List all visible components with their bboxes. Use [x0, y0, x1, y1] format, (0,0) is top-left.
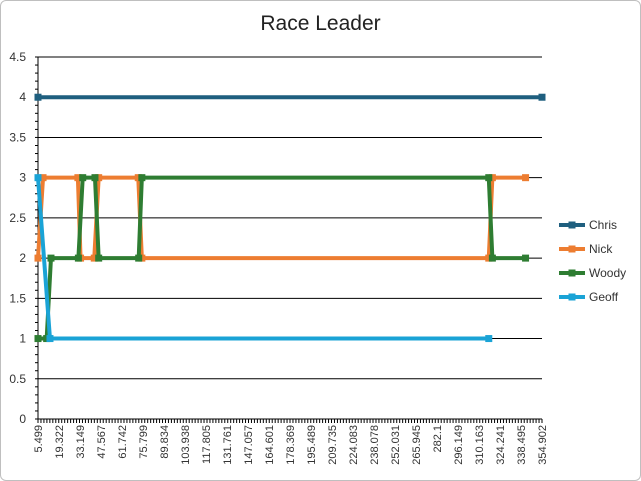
x-tick-label: 103.938 [180, 425, 192, 465]
x-tick-label: 19.322 [54, 425, 66, 459]
data-point-woody [34, 335, 42, 343]
y-tick-label: 0 [19, 412, 26, 426]
data-point-nick [90, 254, 98, 262]
y-tick-label: 3.5 [9, 130, 26, 144]
y-tick-label: 1 [19, 332, 26, 346]
y-tick-label: 4.5 [9, 50, 26, 64]
x-tick-label: 224.083 [348, 425, 360, 465]
legend: Chris Nick Woody Geoff [559, 218, 626, 304]
x-tick-label: 265.945 [411, 425, 423, 465]
legend-marker-nick [568, 245, 576, 253]
data-point-woody [47, 254, 55, 262]
data-point-woody [138, 174, 146, 182]
data-point-nick [134, 174, 142, 182]
data-point-geoff [46, 335, 54, 343]
x-tick-label: 164.601 [264, 425, 276, 465]
data-point-nick [95, 174, 103, 182]
x-tick-label: 75.799 [138, 425, 150, 459]
x-tick-label: 296.149 [453, 425, 465, 465]
data-point-nick [488, 174, 496, 182]
grid-layer [38, 56, 542, 380]
data-point-woody [522, 254, 530, 262]
y-tick-label: 2 [19, 251, 26, 265]
x-tick-label: 89.834 [159, 425, 171, 459]
legend-marker-woody [568, 269, 576, 277]
data-point-woody [79, 174, 87, 182]
data-point-woody [74, 254, 82, 262]
data-point-nick [74, 174, 82, 182]
y-tick-label: 4 [19, 90, 26, 104]
x-tick-label: 252.031 [390, 425, 402, 465]
legend-marker-chris [568, 221, 576, 229]
legend-label-woody: Woody [589, 266, 626, 280]
x-tick-label: 33.149 [75, 425, 87, 459]
x-tick-label: 338.495 [516, 425, 528, 465]
x-tick-label: 47.567 [96, 425, 108, 459]
data-point-woody [488, 254, 496, 262]
legend-marker-geoff [568, 293, 576, 301]
y-tick-label: 0.5 [9, 372, 26, 386]
x-tick-label: 282.1 [432, 425, 444, 453]
x-tick-label: 354.902 [537, 425, 549, 465]
x-tick-label: 178.369 [285, 425, 297, 465]
legend-label-geoff: Geoff [589, 290, 619, 304]
data-point-nick [522, 174, 530, 182]
x-tick-label: 147.057 [243, 425, 255, 465]
data-point-woody [485, 174, 493, 182]
data-point-woody [135, 254, 143, 262]
data-point-woody [91, 174, 99, 182]
legend-label-chris: Chris [589, 218, 617, 232]
y-tick-label: 1.5 [9, 291, 26, 305]
y-tick-label: 3 [19, 171, 26, 185]
data-point-chris [538, 93, 546, 101]
chart-title: Race Leader [260, 12, 381, 35]
series-line-woody [38, 175, 526, 341]
x-tick-label: 209.735 [327, 425, 339, 465]
x-tick-label: 5.499 [33, 425, 45, 453]
data-point-woody [95, 254, 103, 262]
data-point-geoff [34, 174, 42, 182]
data-point-nick [485, 254, 493, 262]
data-point-chris [34, 93, 42, 101]
x-tick-label: 238.078 [369, 425, 381, 465]
x-tick-label: 324.241 [495, 425, 507, 465]
data-point-nick [34, 254, 42, 262]
series-layer [34, 93, 546, 343]
data-point-nick [39, 174, 47, 182]
x-tick-label: 61.742 [117, 425, 129, 459]
y-tick-label: 2.5 [9, 211, 26, 225]
x-tick-label: 131.761 [222, 425, 234, 465]
x-tick-label: 117.805 [201, 425, 213, 464]
x-tick-label: 195.489 [306, 425, 318, 465]
axis-layer: 0 0.5 1 1.5 2 2.5 3 3.5 4 4.5 5.499 19.322 33.149 47.… [9, 50, 549, 465]
x-tick-label: 310.163 [474, 425, 486, 465]
legend-label-nick: Nick [589, 242, 613, 256]
data-point-geoff [485, 335, 493, 343]
